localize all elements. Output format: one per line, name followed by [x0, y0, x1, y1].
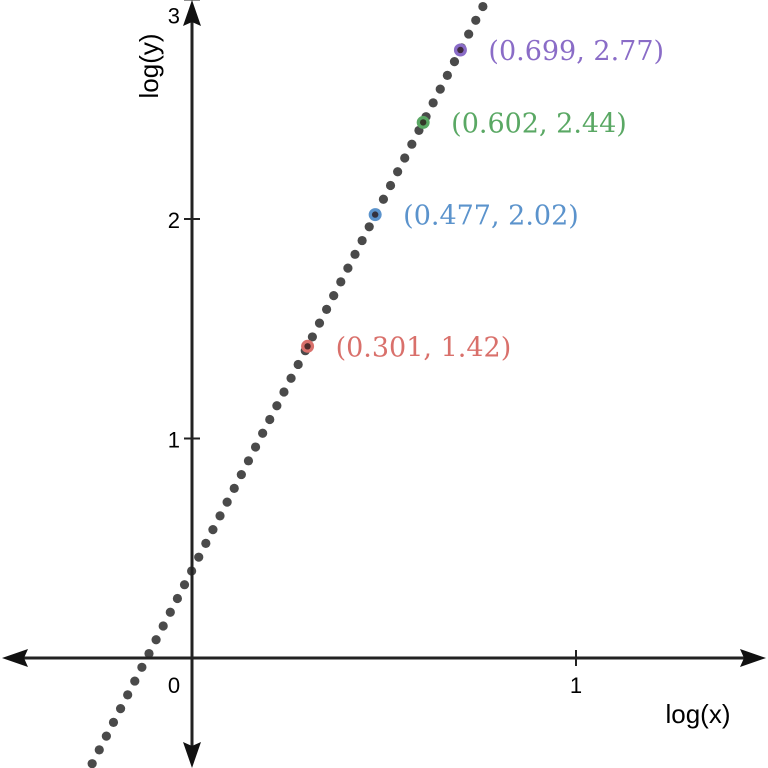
fit-line-dot	[222, 497, 232, 507]
fit-line-dot	[137, 662, 147, 672]
y-tick-label: 1	[168, 428, 180, 453]
fit-line-dot	[350, 249, 360, 259]
y-tick-label: 2	[168, 208, 180, 233]
fit-line-dot	[478, 1, 488, 12]
data-point-center	[419, 119, 427, 126]
data-point-center	[457, 46, 464, 54]
fit-line-dot	[307, 332, 317, 342]
fit-line-dot	[400, 153, 410, 163]
x-axis-right-arrow-icon	[740, 649, 766, 667]
fit-line-dot	[407, 139, 417, 149]
fit-line-dot	[293, 359, 303, 370]
fit-line-dot	[286, 373, 296, 383]
data-point-center	[371, 211, 379, 218]
fit-line-dot	[378, 194, 389, 204]
x-tick-label: 1	[570, 673, 582, 698]
fit-line-dot	[464, 29, 474, 39]
fit-line-dot	[179, 580, 190, 590]
fit-line-dot	[357, 235, 367, 246]
fit-line-dot	[442, 70, 452, 80]
fit-line-dot	[151, 635, 161, 645]
fit-line-dot	[229, 483, 239, 493]
fit-line-dot	[272, 401, 282, 411]
fit-line-dot	[336, 277, 346, 287]
fit-line-dot	[172, 593, 183, 604]
data-points: (0.301, 1.42) (0.477, 2.02) (0.602, 2.44) (…	[301, 36, 664, 363]
fit-line-dot	[101, 731, 111, 741]
fit-line-dot	[393, 167, 403, 177]
fit-line-dot	[158, 621, 168, 631]
fit-line-dot	[94, 745, 104, 755]
fit-line-dot	[258, 428, 268, 438]
data-point-label: (0.699, 2.77)	[488, 36, 664, 67]
x-axis-left-arrow-icon	[2, 649, 28, 667]
fit-line-dot	[321, 304, 332, 314]
fit-line-dot	[165, 607, 175, 617]
fit-line-dot	[108, 717, 119, 727]
fit-line-dot	[194, 552, 204, 562]
fit-line-dot	[208, 525, 218, 535]
fit-line-dot	[385, 180, 396, 191]
fit-line-dot	[250, 442, 261, 452]
fit-line-dot	[471, 15, 481, 25]
fit-line-dot	[115, 704, 126, 714]
fit-line-dot	[87, 759, 97, 768]
fit-line-dot	[201, 538, 211, 549]
data-point-label: (0.477, 2.02)	[403, 201, 579, 232]
fit-line-dot	[215, 511, 225, 521]
fit-line-dot	[243, 456, 254, 466]
y-axis-up-arrow-icon	[183, 0, 201, 26]
data-point-center	[304, 343, 311, 350]
x-tick-label: 0	[168, 673, 180, 698]
fit-line-dot	[449, 57, 460, 67]
fit-line-dot	[144, 648, 154, 659]
y-axis-down-arrow-icon	[183, 742, 201, 768]
fit-line-dot	[314, 318, 325, 328]
fit-line-dotted	[87, 1, 488, 768]
fit-line-dot	[130, 676, 140, 686]
fit-line-dot	[343, 263, 353, 273]
fit-line-dot	[123, 690, 133, 700]
y-tick-label: 3	[168, 4, 180, 29]
fit-line-dot	[428, 98, 438, 108]
fit-line-dot	[279, 387, 289, 397]
fit-line-dot	[435, 84, 445, 94]
fit-line-dot	[265, 414, 275, 425]
fit-line-dot	[329, 291, 339, 301]
fit-line-dot	[236, 469, 246, 480]
fit-line-dot	[364, 222, 374, 232]
data-point-label: (0.602, 2.44)	[451, 108, 627, 139]
y-axis-title: log(y)	[134, 33, 164, 98]
ticks: 0 1 1 2 3	[168, 0, 582, 698]
x-axis-title: log(x)	[665, 699, 730, 729]
data-point-label: (0.301, 1.42)	[336, 332, 512, 363]
